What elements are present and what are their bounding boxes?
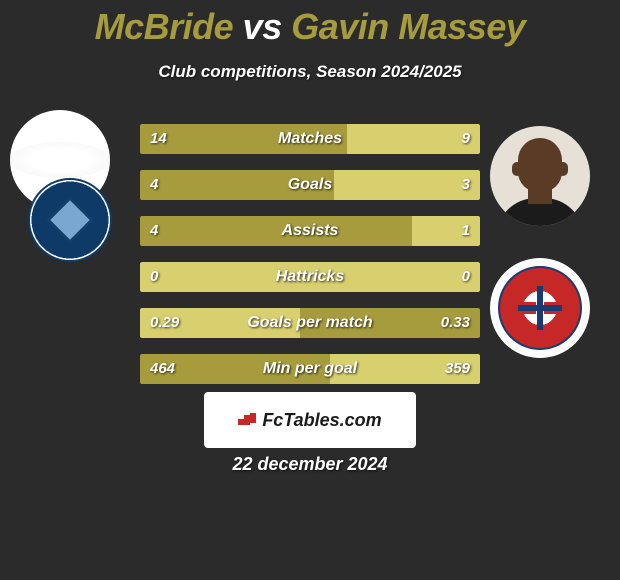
stat-label: Matches [140, 124, 480, 154]
stat-label: Min per goal [140, 354, 480, 384]
subtitle: Club competitions, Season 2024/2025 [0, 62, 620, 82]
stat-label: Assists [140, 216, 480, 246]
player2-avatar [490, 126, 590, 226]
player2-face [490, 126, 590, 226]
stats-container: 149Matches 43Goals 41Assists 00Hattricks 0.2… [140, 124, 480, 400]
player2-club-badge [490, 258, 590, 358]
stat-row: 0.290.33Goals per match [140, 308, 480, 338]
vs-label: vs [243, 6, 282, 47]
watermark-text: FcTables.com [262, 410, 381, 431]
stat-label: Goals [140, 170, 480, 200]
watermark-icon [238, 413, 258, 427]
stat-row: 41Assists [140, 216, 480, 246]
player1-name: McBride [95, 6, 234, 47]
date: 22 december 2024 [0, 454, 620, 475]
stat-row: 43Goals [140, 170, 480, 200]
stat-row: 464359Min per goal [140, 354, 480, 384]
stat-label: Goals per match [140, 308, 480, 338]
stat-row: 00Hattricks [140, 262, 480, 292]
player1-club-badge [28, 178, 112, 262]
watermark: FcTables.com [204, 392, 416, 448]
comparison-title: McBride vs Gavin Massey [0, 0, 620, 48]
stat-row: 149Matches [140, 124, 480, 154]
player2-name: Gavin Massey [291, 6, 525, 47]
stat-label: Hattricks [140, 262, 480, 292]
